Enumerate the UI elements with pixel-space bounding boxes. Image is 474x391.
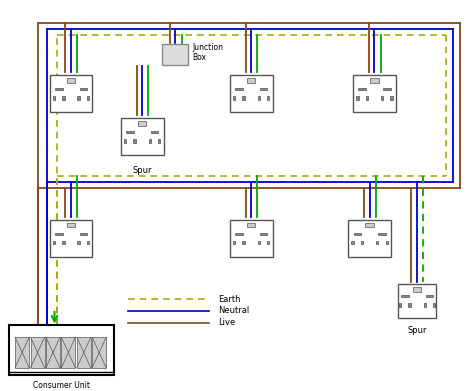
Bar [230, 75, 273, 112]
Text: Neutral: Neutral [218, 306, 249, 316]
Bar [424, 303, 426, 307]
Bar [230, 220, 273, 257]
Bar [361, 240, 363, 244]
Bar [366, 96, 368, 99]
Bar [267, 240, 269, 244]
Bar [77, 96, 80, 99]
Bar [80, 88, 87, 90]
Bar [413, 287, 421, 292]
Bar [356, 96, 358, 99]
Bar [242, 240, 245, 244]
Bar [376, 240, 378, 244]
Bar [391, 96, 392, 99]
Bar [50, 220, 92, 257]
Text: Spur: Spur [407, 326, 427, 335]
Bar [247, 78, 255, 83]
Bar [408, 303, 410, 307]
Bar [258, 96, 260, 99]
Bar [77, 337, 91, 368]
Text: Junction
Box: Junction Box [192, 43, 223, 63]
Bar [126, 131, 134, 133]
Text: Earth: Earth [218, 294, 240, 304]
Bar [151, 131, 158, 133]
Bar [358, 88, 366, 90]
Bar [92, 337, 106, 368]
Bar [383, 88, 391, 90]
Bar [77, 240, 80, 244]
Bar [399, 303, 401, 307]
Bar [63, 240, 64, 244]
Text: Live: Live [218, 318, 235, 327]
Bar [233, 240, 235, 244]
Bar [433, 303, 435, 307]
Bar [351, 240, 354, 244]
Bar [67, 78, 75, 83]
Bar [365, 222, 374, 227]
Bar [398, 284, 436, 317]
Bar [53, 240, 55, 244]
Bar [15, 337, 29, 368]
Bar [353, 75, 396, 112]
Bar [260, 233, 267, 235]
Text: Consumer Unit: Consumer Unit [33, 381, 90, 390]
Bar [30, 337, 45, 368]
Bar [133, 139, 136, 142]
Bar [55, 233, 63, 235]
Bar [80, 233, 87, 235]
Bar [401, 296, 409, 297]
Bar [9, 325, 114, 375]
Bar [87, 96, 89, 99]
Bar [381, 96, 383, 99]
Bar [348, 220, 391, 257]
Bar [247, 222, 255, 227]
Bar [121, 118, 164, 155]
Bar [55, 88, 63, 90]
Bar [63, 96, 64, 99]
Bar [50, 75, 92, 112]
Bar [267, 96, 269, 99]
Bar [87, 240, 89, 244]
Bar [426, 296, 433, 297]
Bar [124, 139, 126, 142]
Bar [258, 240, 260, 244]
Bar [162, 44, 188, 65]
Bar [233, 96, 235, 99]
Bar [235, 233, 243, 235]
Bar [378, 233, 386, 235]
Bar [386, 240, 388, 244]
Bar [354, 233, 361, 235]
Bar [46, 337, 60, 368]
Bar [235, 88, 243, 90]
Bar [242, 96, 245, 99]
Bar [158, 139, 160, 142]
Bar [62, 337, 75, 368]
Bar [138, 121, 146, 126]
Bar [260, 88, 267, 90]
Bar [53, 96, 55, 99]
Bar [148, 139, 151, 142]
Bar [370, 78, 379, 83]
Text: Spur: Spur [132, 166, 152, 175]
Bar [67, 222, 75, 227]
